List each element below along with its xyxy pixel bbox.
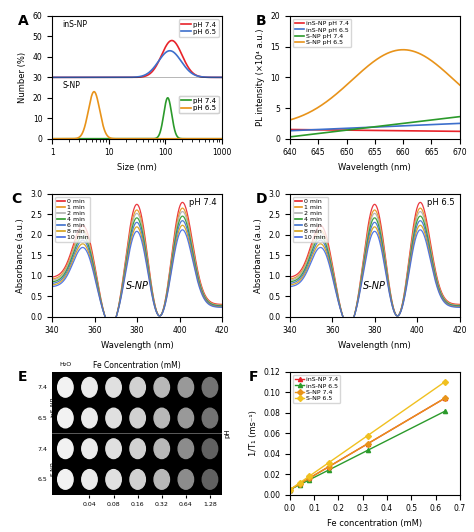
Y-axis label: 1/T₁ (ms⁻¹): 1/T₁ (ms⁻¹) bbox=[249, 410, 258, 456]
Text: pH: pH bbox=[224, 429, 230, 438]
Circle shape bbox=[82, 378, 97, 397]
Text: pH 7.4: pH 7.4 bbox=[189, 198, 217, 206]
Text: E: E bbox=[18, 370, 27, 384]
Text: C: C bbox=[11, 192, 22, 205]
Text: S-NP: S-NP bbox=[51, 461, 56, 476]
Circle shape bbox=[178, 378, 193, 397]
Circle shape bbox=[154, 378, 170, 397]
Circle shape bbox=[130, 470, 146, 489]
Text: inS-NP: inS-NP bbox=[51, 397, 56, 418]
Legend: pH 7.4, pH 6.5: pH 7.4, pH 6.5 bbox=[179, 96, 219, 113]
Y-axis label: Absorbance (a.u.): Absorbance (a.u.) bbox=[254, 218, 263, 293]
Circle shape bbox=[106, 439, 121, 459]
X-axis label: Wavelength (nm): Wavelength (nm) bbox=[338, 163, 411, 172]
Circle shape bbox=[130, 408, 146, 428]
Circle shape bbox=[58, 378, 73, 397]
Circle shape bbox=[130, 378, 146, 397]
Circle shape bbox=[202, 470, 218, 489]
Y-axis label: PL intensity (×10⁴ a.u.): PL intensity (×10⁴ a.u.) bbox=[256, 29, 265, 126]
Circle shape bbox=[82, 408, 97, 428]
Y-axis label: Absorbance (a.u.): Absorbance (a.u.) bbox=[16, 218, 25, 293]
Text: pH 6.5: pH 6.5 bbox=[427, 198, 455, 206]
Text: F: F bbox=[249, 370, 259, 384]
Text: S-NP: S-NP bbox=[126, 281, 148, 291]
Circle shape bbox=[202, 408, 218, 428]
Circle shape bbox=[202, 439, 218, 459]
Text: B: B bbox=[256, 13, 266, 28]
Circle shape bbox=[58, 439, 73, 459]
Circle shape bbox=[106, 470, 121, 489]
Circle shape bbox=[154, 470, 170, 489]
Text: D: D bbox=[256, 192, 267, 205]
Text: A: A bbox=[18, 13, 29, 28]
Legend: 0 min, 1 min, 2 min, 4 min, 6 min, 8 min, 10 min: 0 min, 1 min, 2 min, 4 min, 6 min, 8 min… bbox=[293, 197, 328, 242]
Circle shape bbox=[154, 439, 170, 459]
Circle shape bbox=[130, 439, 146, 459]
Circle shape bbox=[178, 470, 193, 489]
X-axis label: Wavelength (nm): Wavelength (nm) bbox=[338, 341, 411, 350]
Circle shape bbox=[82, 470, 97, 489]
Circle shape bbox=[178, 439, 193, 459]
Circle shape bbox=[178, 408, 193, 428]
Y-axis label: Number (%): Number (%) bbox=[18, 52, 27, 103]
X-axis label: Fe concentration (mM): Fe concentration (mM) bbox=[327, 519, 422, 528]
Circle shape bbox=[58, 408, 73, 428]
X-axis label: Wavelength (nm): Wavelength (nm) bbox=[100, 341, 173, 350]
Text: inS-NP: inS-NP bbox=[62, 20, 87, 29]
Circle shape bbox=[82, 439, 97, 459]
Legend: inS-NP 7.4, inS-NP 6.5, S-NP 7.4, S-NP 6.5: inS-NP 7.4, inS-NP 6.5, S-NP 7.4, S-NP 6… bbox=[293, 375, 340, 403]
Legend: inS-NP pH 7.4, inS-NP pH 6.5, S-NP pH 7.4, S-NP pH 6.5: inS-NP pH 7.4, inS-NP pH 6.5, S-NP pH 7.… bbox=[293, 19, 351, 47]
Title: Fe Concentration (mM): Fe Concentration (mM) bbox=[93, 361, 181, 370]
Circle shape bbox=[58, 470, 73, 489]
Circle shape bbox=[106, 408, 121, 428]
Circle shape bbox=[202, 378, 218, 397]
Circle shape bbox=[106, 378, 121, 397]
Circle shape bbox=[154, 408, 170, 428]
X-axis label: Size (nm): Size (nm) bbox=[117, 163, 157, 172]
Legend: 0 min, 1 min, 2 min, 4 min, 6 min, 8 min, 10 min: 0 min, 1 min, 2 min, 4 min, 6 min, 8 min… bbox=[55, 197, 90, 242]
Text: S-NP: S-NP bbox=[364, 281, 386, 291]
Text: H₂O: H₂O bbox=[59, 362, 72, 368]
Text: S-NP: S-NP bbox=[62, 81, 80, 90]
